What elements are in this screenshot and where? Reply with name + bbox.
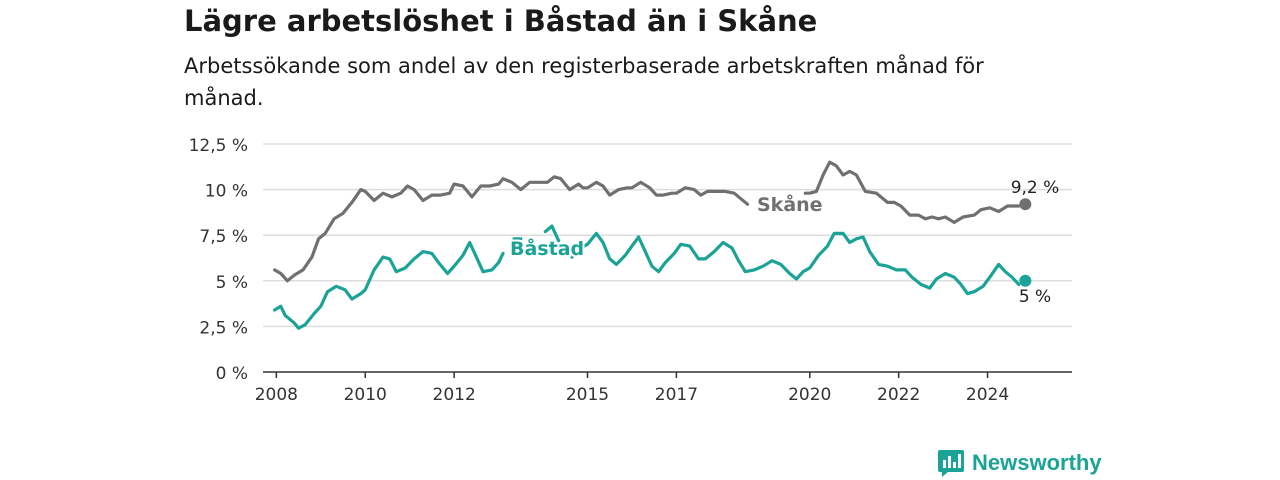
x-tick-label: 2012 (433, 385, 476, 405)
skane-line-segment (273, 175, 750, 283)
skane-line-end-point (1019, 198, 1032, 211)
bastad-line-segment (570, 231, 1021, 296)
gridlines (263, 143, 1072, 328)
y-tick-label: 5 % (216, 273, 248, 293)
chart-subtitle: Arbetssökande som andel av den registerb… (184, 54, 984, 110)
y-tick-label: 2,5 % (199, 318, 248, 338)
y-tick-label: 7,5 % (199, 227, 248, 247)
y-tick-label: 10 % (205, 182, 248, 202)
skane-line-segment (803, 160, 1021, 224)
skane-end-value-label: 9,2 % (1011, 178, 1060, 198)
bastad-end-value-label: 5 % (1019, 287, 1051, 307)
skane-series-label: Skåne (757, 192, 823, 216)
x-tick-label: 2022 (877, 385, 920, 405)
chart-title: Lägre arbetslöshet i Båstad än i Skåne (184, 4, 818, 38)
newsworthy-logo-icon (938, 450, 964, 477)
bastad-line-segment (543, 224, 561, 243)
x-tick-label: 2015 (566, 385, 609, 405)
y-tick-label: 12,5 % (189, 136, 248, 156)
bastad-series-label: Båstad (510, 236, 584, 260)
y-axis-ticks: 0 % 2,5 % 5 % 7,5 % 10 % 12,5 % (189, 136, 248, 384)
x-tick-label: 2008 (255, 385, 298, 405)
x-axis: 2008 2010 2012 2015 2017 2020 2022 2024 (255, 371, 1072, 405)
series-labels: Skåne Båstad 9,2 % 5 % (508, 178, 1060, 307)
bastad-line-segment (273, 240, 505, 330)
x-tick-label: 2020 (788, 385, 831, 405)
bastad-line-end-point (1019, 274, 1032, 287)
x-tick-label: 2017 (655, 385, 698, 405)
brand-name: Newsworthy (972, 450, 1102, 475)
x-tick-label: 2010 (344, 385, 387, 405)
y-tick-label: 0 % (216, 364, 248, 384)
newsworthy-logo[interactable]: Newsworthy (938, 448, 1102, 478)
x-tick-label: 2024 (966, 385, 1009, 405)
series-lines (273, 160, 1032, 330)
